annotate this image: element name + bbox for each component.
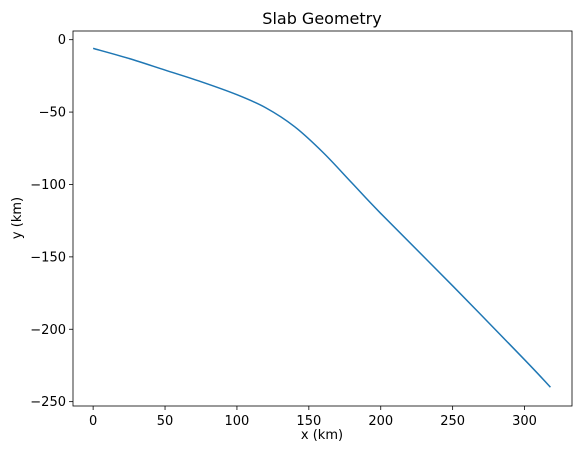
x-tick-label: 0 (89, 414, 97, 429)
x-axis-label: x (km) (301, 428, 343, 443)
y-tick-label: −100 (30, 178, 66, 193)
x-tick-label: 300 (512, 414, 537, 429)
y-tick-label: 0 (58, 33, 66, 48)
x-axis-ticks: 0 50 100 150 200 250 300 (89, 406, 537, 429)
x-tick-label: 200 (368, 414, 393, 429)
chart-title: Slab Geometry (262, 9, 381, 28)
y-tick-label: −50 (39, 106, 66, 121)
x-tick-label: 100 (225, 414, 250, 429)
y-tick-label: −200 (30, 323, 66, 338)
y-axis-ticks: 0 −50 −100 −150 −200 −250 (30, 33, 73, 410)
x-tick-label: 50 (157, 414, 174, 429)
plot-frame (72, 30, 573, 407)
y-tick-label: −250 (30, 395, 66, 410)
plot-area (73, 31, 572, 406)
y-tick-label: −150 (30, 250, 66, 265)
x-tick-label: 150 (296, 414, 321, 429)
slab-line (92, 47, 551, 388)
x-tick-label: 250 (440, 414, 465, 429)
y-axis-label: y (km) (10, 197, 25, 239)
